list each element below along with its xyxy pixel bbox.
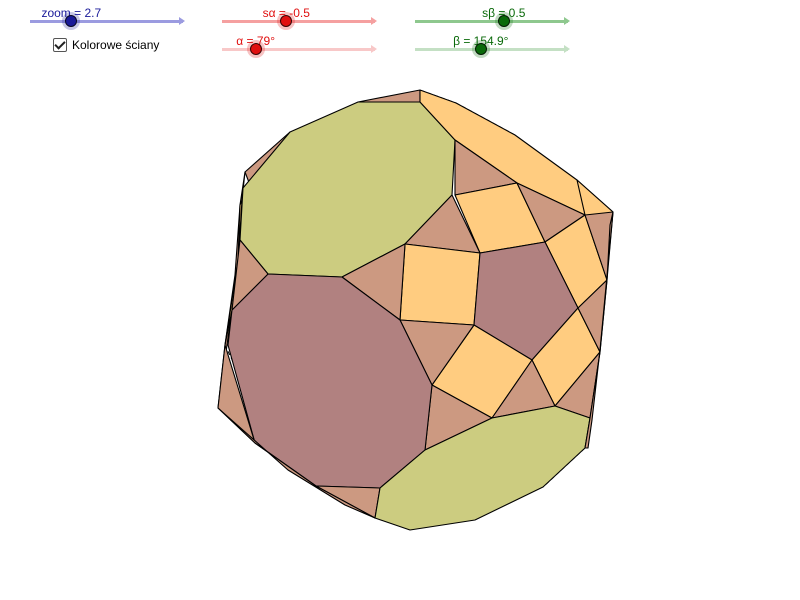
colored-faces-checkbox-label: Kolorowe ściany (72, 38, 160, 52)
s-alpha-slider-track[interactable] (222, 17, 377, 25)
visible-faces (217, 89, 614, 531)
face-tan-left (231, 239, 269, 311)
alpha-slider-knob[interactable] (246, 40, 265, 58)
colored-faces-checkbox[interactable] (53, 38, 67, 52)
face-right-edge (584, 211, 614, 449)
zoom-slider-track[interactable] (30, 17, 185, 25)
beta-slider-knob[interactable] (471, 40, 490, 58)
s-beta-slider-track[interactable] (415, 17, 570, 25)
alpha-slider-track[interactable] (222, 45, 377, 53)
colored-faces-checkbox-row[interactable]: Kolorowe ściany (53, 38, 159, 52)
zoom-slider-knob[interactable] (62, 12, 81, 30)
s-alpha-slider-knob[interactable] (277, 12, 296, 30)
beta-slider-track[interactable] (415, 45, 570, 53)
face-orange-2 (399, 243, 481, 326)
face-top-tan (357, 89, 421, 103)
s-beta-slider-knob[interactable] (494, 12, 513, 30)
